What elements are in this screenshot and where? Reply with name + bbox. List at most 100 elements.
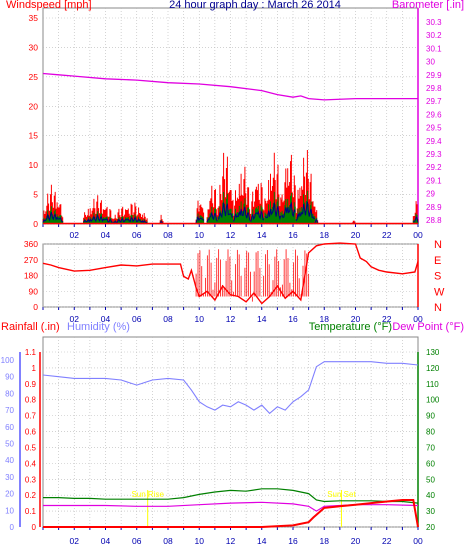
wind-x-tick-label: 10 — [195, 230, 205, 240]
wind-x-tick-label: 12 — [226, 230, 236, 240]
sunrise-label: Sun Rise — [131, 490, 164, 499]
rainfall-tick-label: 0.8 — [25, 396, 37, 405]
temperature-axis-label: Temperature (°F) — [309, 321, 392, 333]
windspeed-tick-label: 10 — [29, 160, 39, 170]
wind-gust-series — [113, 216, 148, 224]
direction-x-tick-label: 16 — [288, 314, 298, 324]
rainfall-tick-label: 1 — [32, 364, 37, 373]
direction-x-tick-label: 12 — [226, 314, 236, 324]
wind-x-tick-label: 08 — [163, 230, 173, 240]
climate-x-tick-label: 06 — [132, 536, 142, 546]
temperature-tick-label: 50 — [426, 475, 435, 484]
direction-tick-label: 0 — [33, 302, 38, 312]
wind-gust-series — [281, 201, 296, 219]
wind-gust-series — [83, 213, 113, 223]
windspeed-tick-label: 0 — [33, 219, 38, 229]
barometer-tick-label: 28.8 — [426, 216, 442, 225]
windspeed-axis-label: Windspeed [mph] — [6, 0, 92, 11]
windspeed-tick-label: 15 — [29, 131, 39, 141]
wind-gust-series — [217, 202, 234, 220]
barometer-tick-label: 29 — [426, 190, 435, 199]
climate-x-tick-label: 18 — [320, 536, 330, 546]
temperature-tick-label: 120 — [426, 364, 440, 373]
windspeed-tick-label: 35 — [29, 13, 39, 23]
humidity-tick-label: 30 — [5, 473, 14, 482]
humidity-tick-label: 10 — [5, 506, 14, 515]
barometer-series — [42, 72, 418, 101]
compass-label: W — [434, 286, 445, 298]
wind-speed-series — [233, 166, 251, 224]
wind-direction-variability — [195, 249, 310, 302]
humidity-tick-label: 80 — [5, 389, 14, 398]
wind-x-tick-label: 14 — [257, 230, 267, 240]
climate-x-tick-label: 14 — [257, 536, 267, 546]
direction-tick-label: 270 — [24, 255, 38, 265]
temperature-series — [43, 488, 419, 504]
direction-x-tick-label: 02 — [70, 314, 80, 324]
climate-x-tick-label: 08 — [163, 536, 173, 546]
wind-gust-series — [42, 212, 63, 223]
rainfall-tick-label: 0.2 — [25, 491, 37, 500]
climate-x-tick-label: 20 — [351, 536, 361, 546]
barometer-axis-label: Barometer [.in] — [392, 0, 464, 11]
barometer-tick-label: 29.4 — [426, 137, 442, 146]
humidity-tick-label: 100 — [1, 356, 15, 365]
temperature-tick-label: 70 — [426, 443, 435, 452]
wind-speed-series — [83, 195, 114, 224]
direction-x-tick-label: 20 — [351, 314, 361, 324]
wind-x-tick-label: 16 — [288, 230, 298, 240]
compass-label: S — [434, 271, 441, 283]
climate-x-tick-label: 12 — [226, 536, 236, 546]
wind-gust-series — [413, 216, 419, 223]
wind-speed-series — [264, 152, 283, 224]
dewpoint-axis-label: Dew Point (°F) — [392, 321, 464, 333]
temperature-tick-label: 30 — [426, 507, 435, 516]
wind-gust-series — [206, 212, 218, 223]
humidity-tick-label: 0 — [10, 523, 15, 532]
humidity-tick-label: 40 — [5, 456, 14, 465]
chart-title: 24 hour graph day : March 26 2014 — [169, 0, 341, 11]
rainfall-series — [43, 499, 419, 528]
rainfall-tick-label: 0.9 — [25, 380, 37, 389]
barometer-tick-label: 29.2 — [426, 163, 442, 172]
temperature-tick-label: 60 — [426, 459, 435, 468]
direction-x-tick-label: 08 — [163, 314, 173, 324]
sunset-label: Sun Set — [327, 490, 356, 499]
wind-gust-series — [295, 201, 315, 221]
windspeed-tick-label: 25 — [29, 72, 39, 82]
compass-label: N — [434, 302, 442, 314]
wind-speed-series — [412, 201, 419, 224]
barometer-tick-label: 28.9 — [426, 203, 442, 212]
climate-x-tick-label: 16 — [288, 536, 298, 546]
direction-tick-label: 360 — [24, 239, 38, 249]
barometer-tick-label: 29.9 — [426, 71, 442, 80]
temperature-tick-label: 80 — [426, 428, 435, 437]
humidity-tick-label: 50 — [5, 440, 14, 449]
wind-gust-series — [314, 219, 319, 224]
wind-speed-series — [281, 154, 296, 224]
climate-x-tick-label: 04 — [101, 536, 111, 546]
humidity-axis-label: Humidity (%) — [67, 321, 130, 333]
wind-speed-series — [295, 150, 316, 224]
wind-direction-series — [42, 242, 419, 305]
windspeed-tick-label: 20 — [29, 101, 39, 111]
barometer-tick-label: 29.8 — [426, 84, 442, 93]
humidity-tick-label: 20 — [5, 490, 14, 499]
barometer-tick-label: 30.3 — [426, 18, 442, 27]
temperature-tick-label: 20 — [426, 523, 435, 532]
humidity-tick-label: 60 — [5, 423, 14, 432]
wind-x-tick-label: 06 — [132, 230, 142, 240]
wind-x-tick-label: 22 — [382, 230, 392, 240]
direction-tick-label: 180 — [24, 271, 38, 281]
windspeed-tick-label: 30 — [29, 42, 39, 52]
wind-speed-series — [217, 152, 234, 224]
rainfall-axis-label: Rainfall (.in) — [1, 321, 60, 333]
temperature-tick-label: 100 — [426, 396, 440, 405]
rainfall-tick-label: 0.6 — [25, 428, 37, 437]
humidity-series — [42, 361, 419, 415]
wind-gust-series — [264, 202, 283, 221]
rainfall-tick-label: 0.4 — [25, 459, 37, 468]
temperature-tick-label: 110 — [426, 380, 439, 389]
